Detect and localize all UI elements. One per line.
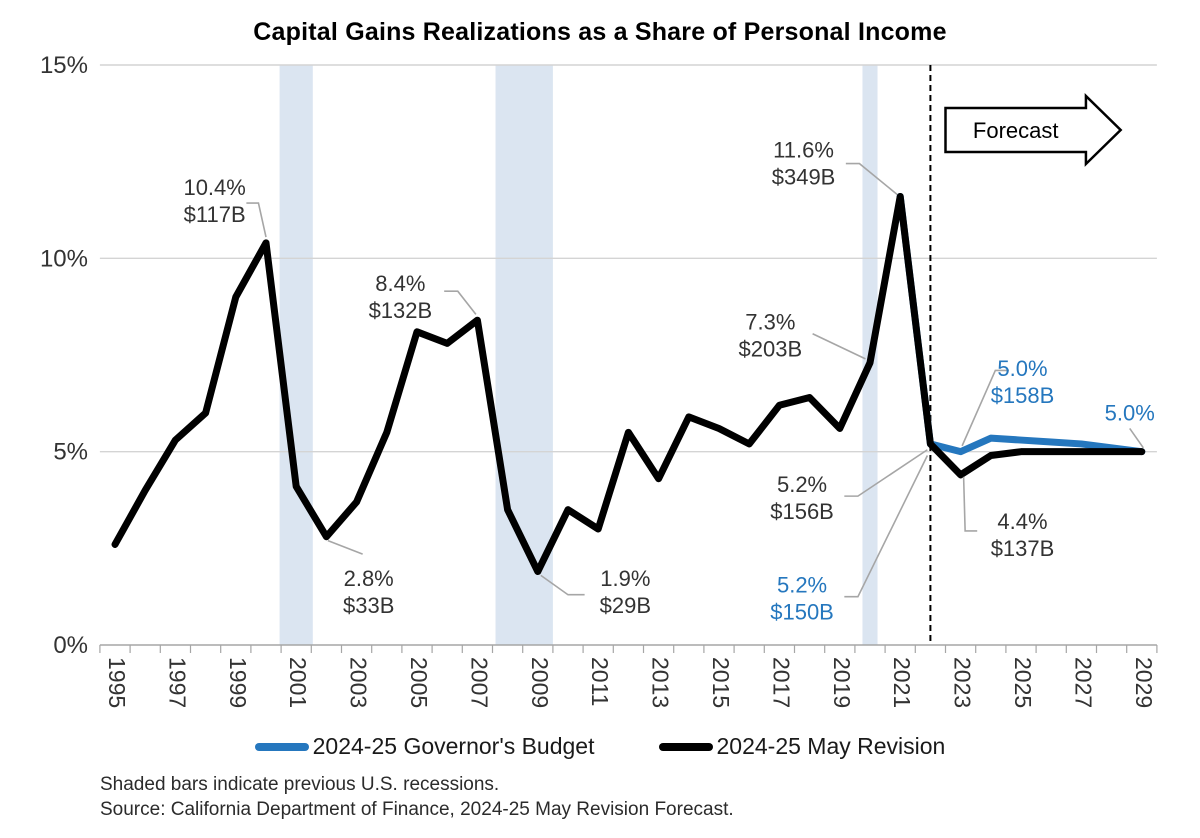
annotation-leader — [444, 290, 477, 315]
annotation-label: 8.4% $132B — [369, 271, 433, 323]
legend-swatch-black-line — [658, 742, 713, 751]
chart-title: Capital Gains Realizations as a Share of… — [253, 18, 947, 46]
annotation-leader — [962, 476, 978, 532]
x-tick-label: 2009 — [527, 657, 553, 708]
annotation-label: 7.3% $203B — [739, 310, 803, 362]
y-tick-label: 5% — [53, 439, 88, 466]
annotation-leader — [246, 202, 267, 238]
forecast-arrow — [944, 92, 1123, 167]
annotation-label: 5.0% — [1105, 401, 1155, 426]
legend: 2024-25 Governor's Budget 2024-25 May Re… — [0, 733, 1200, 760]
x-tick-label: 2005 — [406, 657, 432, 708]
annotation-leader — [961, 369, 1009, 447]
annotation-label: 5.0% $158B — [991, 356, 1055, 408]
annotation-label: 4.4% $137B — [991, 509, 1055, 561]
annotation-leader — [812, 333, 866, 360]
annotation-label: 5.2% $156B — [770, 472, 834, 524]
legend-item-may-revision: 2024-25 May Revision — [658, 733, 946, 760]
x-tick-label: 2019 — [829, 657, 855, 708]
recession-band — [279, 65, 313, 645]
x-tick-label: 2023 — [950, 657, 976, 708]
x-tick-label: 2011 — [587, 657, 613, 706]
annotation-label: 1.9% $29B — [600, 566, 651, 618]
annotation-label: 11.6% $349B — [772, 138, 836, 190]
footnotes: Shaded bars indicate previous U.S. reces… — [100, 772, 734, 822]
annotation-leader — [844, 449, 928, 497]
y-tick-label: 0% — [53, 632, 88, 659]
x-tick-label: 1999 — [225, 657, 251, 708]
series-governors-budget-line — [896, 192, 1146, 456]
x-tick-label: 1997 — [164, 657, 190, 708]
annotation-leader — [327, 539, 363, 555]
annotation-leader — [845, 162, 898, 196]
x-tick-label: 2027 — [1070, 657, 1096, 708]
annotation-label: 2.8% $33B — [343, 566, 394, 618]
x-tick-label: 1995 — [104, 657, 130, 708]
forecast-label: Forecast — [973, 118, 1059, 143]
annotation-label: 10.4% $117B — [183, 175, 245, 227]
legend-item-governors-budget: 2024-25 Governor's Budget — [254, 733, 595, 760]
annotation-leader — [844, 455, 929, 598]
x-tick-label: 2007 — [466, 657, 492, 708]
legend-label: 2024-25 Governor's Budget — [312, 733, 595, 759]
legend-swatch-blue-line — [254, 742, 309, 751]
x-tick-label: 2017 — [768, 657, 794, 708]
x-tick-label: 2025 — [1010, 657, 1036, 708]
footnote-source: Source: California Department of Finance… — [100, 799, 734, 820]
x-tick-label: 2003 — [346, 657, 372, 708]
annotation-leader — [1129, 428, 1144, 449]
legend-label: 2024-25 May Revision — [716, 733, 946, 759]
annotation-label: 5.2% $150B — [770, 573, 834, 625]
x-tick-label: 2001 — [285, 657, 311, 708]
x-tick-label: 2015 — [708, 657, 734, 708]
x-tick-label: 2021 — [889, 657, 915, 708]
y-tick-label: 15% — [40, 52, 88, 79]
annotation-leader — [540, 574, 585, 596]
series-may-revision-line — [111, 192, 1146, 576]
x-tick-label: 2013 — [648, 657, 674, 708]
y-tick-label: 10% — [40, 245, 88, 272]
x-tick-label: 2029 — [1131, 657, 1157, 708]
footnote-recessions: Shaded bars indicate previous U.S. reces… — [100, 774, 500, 795]
